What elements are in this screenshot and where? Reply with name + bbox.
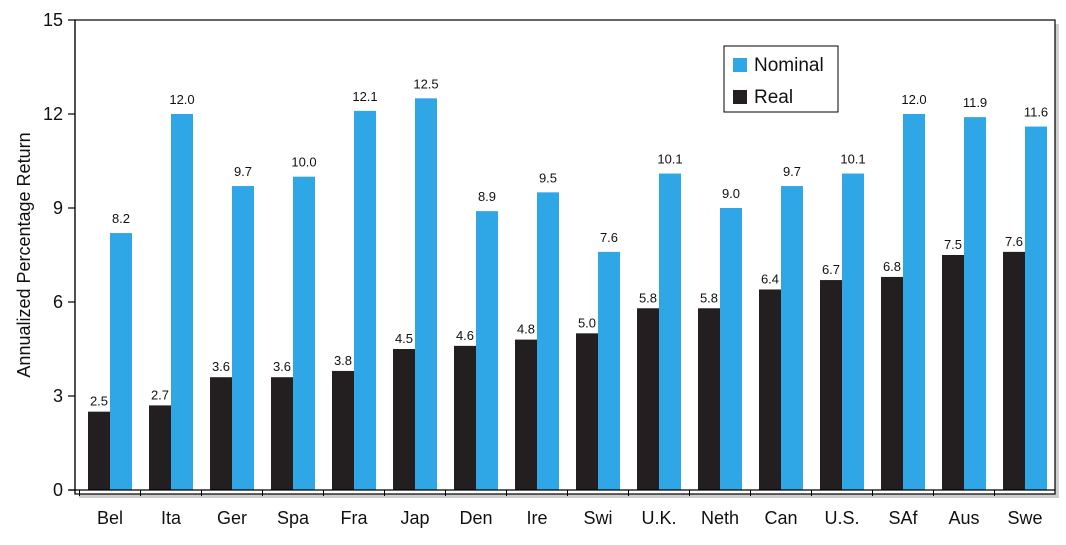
bar-nominal-jap: [415, 98, 437, 490]
x-tick-label: Fra: [341, 508, 369, 528]
data-label-real: 5.8: [700, 290, 718, 305]
x-tick-label: SAf: [888, 508, 918, 528]
data-label-real: 4.6: [456, 328, 474, 343]
bar-real-jap: [393, 349, 415, 490]
bar-nominal-ger: [232, 186, 254, 491]
x-tick-label: Aus: [948, 508, 979, 528]
bar-nominal-fra: [354, 110, 376, 490]
data-label-real: 3.6: [212, 359, 230, 374]
bar-real-fra: [332, 370, 354, 490]
legend-swatch-real: [733, 90, 747, 104]
data-label-real: 5.8: [639, 290, 657, 305]
legend-items: Nominal Real: [733, 55, 824, 108]
x-tick-label: U.S.: [824, 508, 859, 528]
y-tick-label: 0: [53, 480, 63, 500]
axis-layer: Bel Ita Ger Spa Fra Jap Den Ire Swi U.K. Neth Can U.…: [43, 10, 1055, 528]
data-label-nominal: 10.0: [291, 155, 316, 170]
data-label-real: 3.8: [334, 353, 352, 368]
data-label-nominal: 10.1: [840, 152, 865, 167]
y-tick-label: 3: [53, 386, 63, 406]
x-tick-label: Ita: [161, 508, 182, 528]
data-label-real: 4.5: [395, 331, 413, 346]
bars-layer: 2.5 8.2 2.7 12.0 3.6 9.7 3.6 10.0 3.8 12.1 4.5 12.5…: [88, 76, 1048, 491]
data-label-real: 5.0: [578, 315, 596, 330]
x-tick-label: Can: [764, 508, 797, 528]
bar-nominal-den: [476, 211, 498, 490]
data-label-nominal: 11.9: [963, 95, 987, 110]
bar-nominal-bel: [110, 233, 132, 491]
data-label-nominal: 12.5: [413, 76, 438, 91]
bar-real-saf: [881, 276, 903, 490]
bar-nominal-spa: [293, 176, 315, 490]
x-tick-label: U.K.: [641, 508, 676, 528]
data-label-nominal: 12.0: [901, 92, 926, 107]
x-tick-label: Ire: [526, 508, 547, 528]
data-label-nominal: 9.7: [783, 164, 801, 179]
data-label-nominal: 9.5: [539, 170, 557, 185]
legend-label-real: Real: [754, 87, 793, 108]
x-tick-label: Den: [459, 508, 492, 528]
data-label-nominal: 9.7: [234, 164, 252, 179]
y-tick-label: 15: [43, 10, 63, 30]
bar-real-ire: [515, 339, 537, 490]
data-label-real: 7.5: [944, 237, 962, 252]
bar-real-swe: [1003, 251, 1025, 490]
data-label-nominal: 12.0: [169, 92, 194, 107]
bar-nominal-saf: [903, 114, 925, 490]
bar-nominal-ire: [537, 192, 559, 491]
bar-nominal-neth: [720, 208, 742, 490]
bar-real-us: [820, 280, 842, 490]
data-label-real: 2.5: [90, 394, 108, 409]
data-label-nominal: 7.6: [600, 230, 618, 245]
x-tick-label: Swi: [583, 508, 612, 528]
y-tick-label: 9: [53, 198, 63, 218]
data-label-real: 4.8: [517, 322, 535, 337]
data-label-nominal: 8.9: [478, 189, 496, 204]
bar-real-uk: [637, 308, 659, 490]
y-tick-label: 6: [53, 292, 63, 312]
data-label-real: 7.6: [1005, 234, 1023, 249]
bar-real-bel: [88, 411, 110, 490]
bar-real-ger: [210, 377, 232, 490]
legend-swatch-nominal: [733, 58, 747, 72]
legend: Nominal Real: [723, 45, 839, 113]
x-tick-label: Neth: [701, 508, 739, 528]
x-tick-label: Ger: [217, 508, 247, 528]
data-label-real: 3.6: [273, 359, 291, 374]
bar-real-swi: [576, 333, 598, 490]
bar-nominal-us: [842, 173, 864, 491]
bar-nominal-can: [781, 186, 803, 491]
bar-nominal-swe: [1025, 126, 1047, 491]
x-tick-label: Swe: [1007, 508, 1042, 528]
x-tick-label: Spa: [277, 508, 310, 528]
legend-label-nominal: Nominal: [754, 55, 824, 76]
bar-real-den: [454, 345, 476, 490]
data-label-nominal: 12.1: [352, 89, 377, 104]
bar-nominal-aus: [964, 117, 986, 490]
data-label-real: 2.7: [151, 387, 169, 402]
bar-nominal-ita: [171, 114, 193, 490]
data-label-real: 6.7: [822, 262, 840, 277]
data-label-real: 6.4: [761, 271, 779, 286]
data-label-real: 6.8: [883, 259, 901, 274]
bar-nominal-swi: [598, 251, 620, 490]
y-axis-title: Annualized Percentage Return: [14, 132, 34, 377]
data-label-nominal: 9.0: [722, 186, 740, 201]
bar-real-spa: [271, 377, 293, 490]
bar-real-ita: [149, 405, 171, 490]
bar-nominal-uk: [659, 173, 681, 491]
y-tick-label: 12: [43, 104, 63, 124]
bar-real-aus: [942, 255, 964, 490]
bar-real-can: [759, 289, 781, 490]
data-label-nominal: 10.1: [657, 152, 682, 167]
x-tick-label: Jap: [400, 508, 429, 528]
data-label-nominal: 11.6: [1024, 105, 1048, 120]
data-label-nominal: 8.2: [112, 211, 130, 226]
bar-real-neth: [698, 308, 720, 490]
x-tick-label: Bel: [97, 508, 123, 528]
